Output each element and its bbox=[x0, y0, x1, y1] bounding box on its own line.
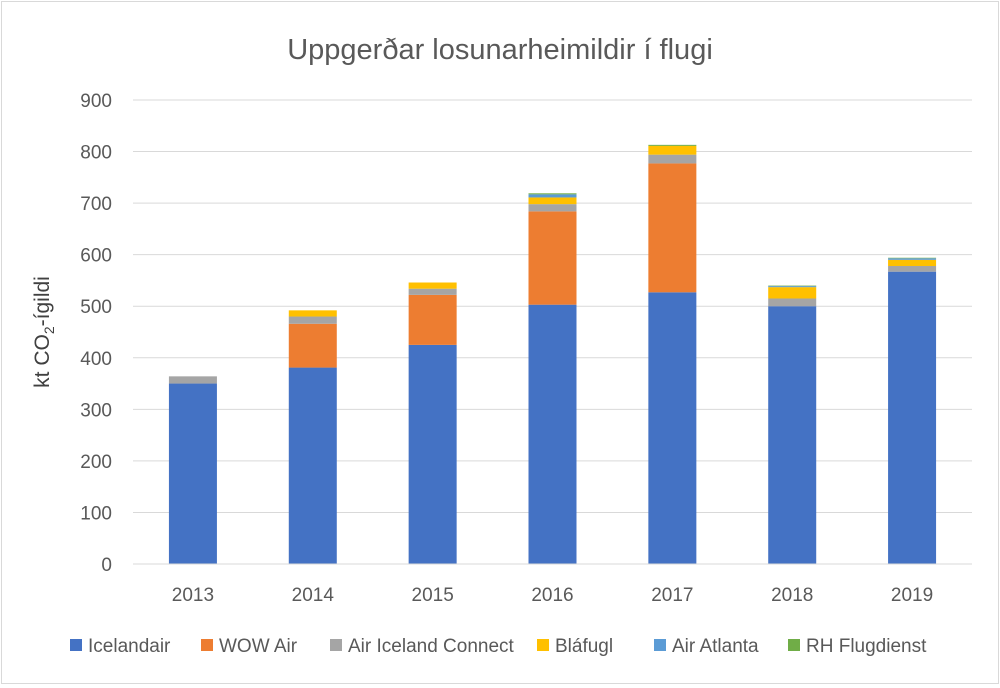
bar-segment bbox=[648, 145, 697, 155]
y-tick-label: 400 bbox=[80, 349, 112, 370]
x-axis-ticks: 2013 2014 2015 2016 2017 2018 2019 bbox=[172, 585, 933, 606]
bar-segment bbox=[888, 258, 937, 260]
bar-segment bbox=[288, 310, 337, 317]
bar-segment bbox=[168, 383, 217, 564]
bar-segment bbox=[528, 193, 577, 195]
legend-item: Bláfugl bbox=[537, 636, 613, 657]
bar-segment bbox=[768, 286, 817, 288]
legend-swatch bbox=[70, 639, 82, 651]
y-axis-label-tail: -ígildi bbox=[31, 276, 54, 326]
bar-segment bbox=[408, 344, 457, 564]
bar-segment bbox=[408, 282, 457, 289]
bar-segment bbox=[648, 154, 697, 164]
bars bbox=[168, 144, 937, 564]
y-tick-label: 100 bbox=[80, 503, 112, 524]
legend-swatch bbox=[201, 639, 213, 651]
y-tick-label: 500 bbox=[80, 297, 112, 318]
legend-label: Bláfugl bbox=[555, 636, 613, 657]
x-tick-label: 2013 bbox=[172, 585, 214, 606]
y-axis-ticks: 0 100 200 300 400 500 600 700 800 900 bbox=[80, 91, 112, 576]
legend-label: WOW Air bbox=[219, 636, 298, 657]
bar-segment bbox=[528, 211, 577, 305]
bar-segment bbox=[888, 257, 937, 259]
y-tick-label: 800 bbox=[80, 143, 112, 164]
y-tick-label: 600 bbox=[80, 246, 112, 267]
bar-segment bbox=[288, 367, 337, 564]
x-tick-label: 2019 bbox=[891, 585, 933, 606]
bar-segment bbox=[408, 294, 457, 345]
legend-label: RH Flugdienst bbox=[806, 636, 927, 657]
bar-segment bbox=[768, 298, 817, 307]
y-tick-label: 900 bbox=[80, 91, 112, 112]
chart-title: Uppgerðar losunarheimildir í flugi bbox=[287, 34, 713, 66]
y-tick-label: 300 bbox=[80, 400, 112, 421]
y-tick-label: 700 bbox=[80, 194, 112, 215]
y-axis-label: kt CO2-ígildi bbox=[31, 276, 57, 388]
legend: Icelandair WOW Air Air Iceland Connect Bláf… bbox=[70, 636, 927, 657]
x-tick-label: 2016 bbox=[531, 585, 573, 606]
bar-segment bbox=[528, 194, 577, 198]
bar-segment bbox=[648, 163, 697, 293]
legend-item: Air Iceland Connect bbox=[330, 636, 515, 657]
y-tick-label: 200 bbox=[80, 452, 112, 473]
bar-segment bbox=[528, 204, 577, 212]
legend-item: Air Atlanta bbox=[654, 636, 759, 657]
bar-segment bbox=[288, 323, 337, 368]
bar-segment bbox=[768, 306, 817, 564]
legend-swatch bbox=[330, 639, 342, 651]
legend-item: WOW Air bbox=[201, 636, 298, 657]
bar-segment bbox=[648, 292, 697, 564]
bar-segment bbox=[288, 316, 337, 324]
y-tick-label: 0 bbox=[101, 555, 112, 576]
legend-swatch bbox=[788, 639, 800, 651]
legend-swatch bbox=[537, 639, 549, 651]
bar-segment bbox=[528, 197, 577, 205]
x-tick-label: 2018 bbox=[771, 585, 813, 606]
legend-item: Icelandair bbox=[70, 636, 171, 657]
bar-segment bbox=[528, 304, 577, 564]
bar-segment bbox=[888, 271, 937, 564]
legend-label: Air Iceland Connect bbox=[348, 636, 515, 657]
legend-item: RH Flugdienst bbox=[788, 636, 927, 657]
legend-label: Icelandair bbox=[88, 636, 171, 657]
x-tick-label: 2015 bbox=[412, 585, 454, 606]
x-tick-label: 2017 bbox=[651, 585, 693, 606]
legend-label: Air Atlanta bbox=[672, 636, 759, 657]
bar-segment bbox=[768, 285, 817, 287]
bar-segment bbox=[768, 287, 817, 299]
bar-segment bbox=[888, 259, 937, 267]
bar-segment bbox=[888, 266, 937, 272]
y-axis-label-main: kt CO bbox=[31, 334, 54, 388]
bar-segment bbox=[648, 144, 697, 146]
bar-segment bbox=[168, 376, 217, 384]
bar-segment bbox=[408, 288, 457, 295]
y-axis-label-subscript: 2 bbox=[41, 326, 57, 334]
legend-swatch bbox=[654, 639, 666, 651]
x-tick-label: 2014 bbox=[292, 585, 335, 606]
